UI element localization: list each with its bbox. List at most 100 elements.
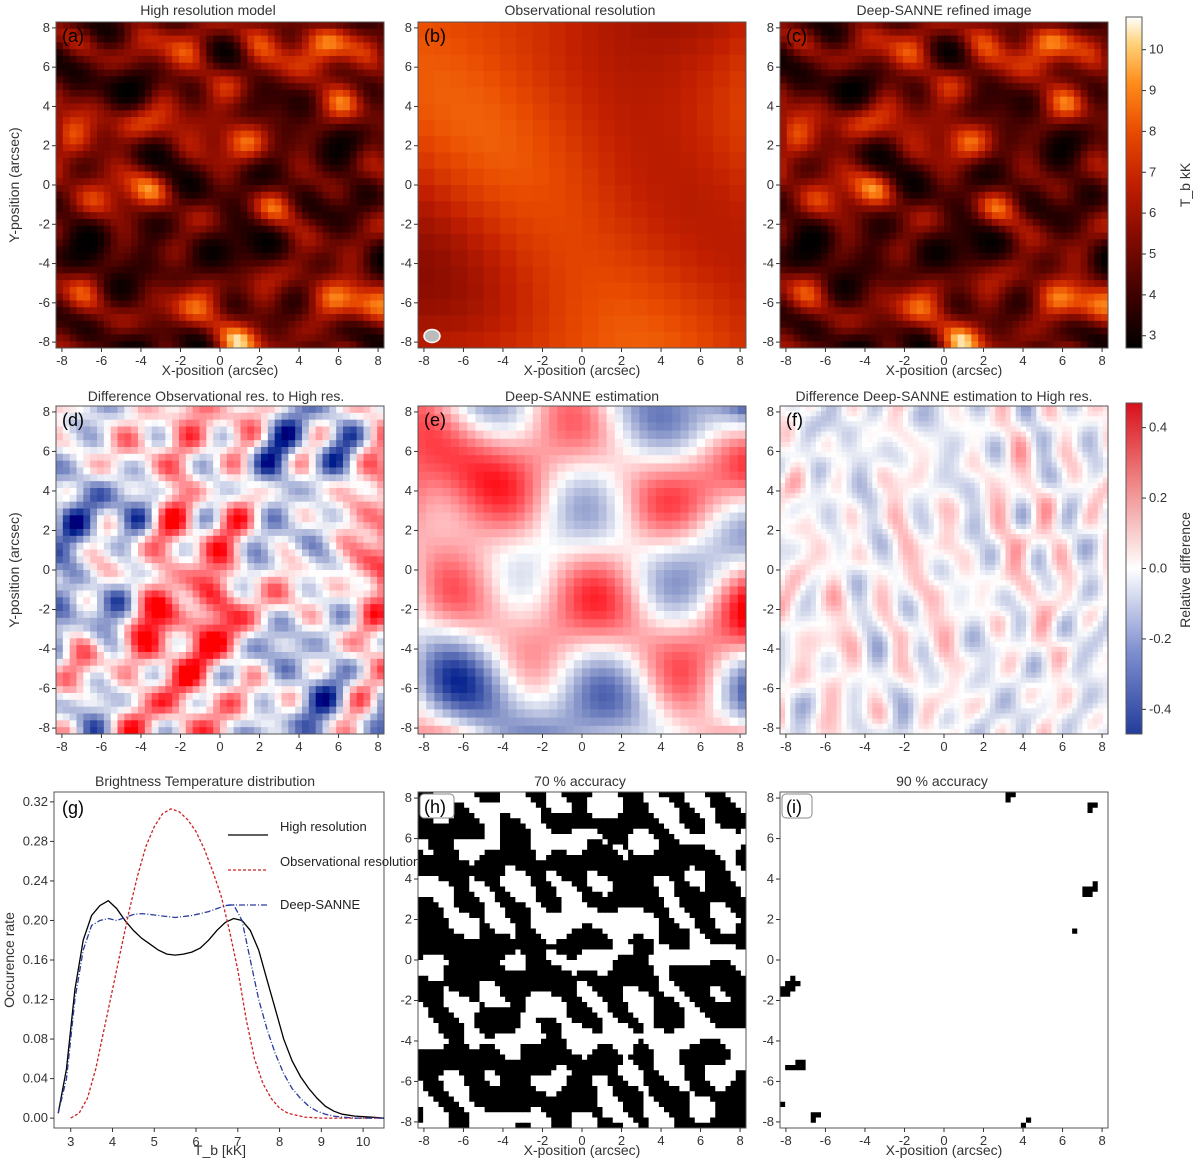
map-pixel xyxy=(282,300,289,307)
map-pixel xyxy=(1040,144,1047,151)
map-pixel xyxy=(1019,70,1026,77)
map-pixel xyxy=(821,219,828,226)
map-pixel xyxy=(883,36,890,43)
map-pixel xyxy=(343,321,350,328)
map-pixel xyxy=(883,314,890,321)
map-pixel xyxy=(876,83,883,90)
map-pixel xyxy=(1053,321,1060,328)
map-pixel xyxy=(247,328,254,335)
map-pixel xyxy=(200,76,207,83)
map-pixel xyxy=(1053,205,1060,212)
map-pixel xyxy=(261,165,268,172)
map-pixel xyxy=(275,165,282,172)
map-pixel xyxy=(364,341,371,348)
map-pixel xyxy=(1033,267,1040,274)
map-pixel xyxy=(958,42,965,49)
map-pixel xyxy=(77,83,84,90)
map-pixel xyxy=(794,273,801,280)
map-pixel xyxy=(302,117,309,124)
map-pixel xyxy=(364,192,371,199)
map-pixel xyxy=(937,294,944,301)
map-pixel xyxy=(124,253,131,260)
map-pixel xyxy=(855,273,862,280)
map-pixel xyxy=(1067,192,1074,199)
map-pixel xyxy=(835,226,842,233)
map-pixel xyxy=(794,178,801,185)
map-pixel xyxy=(917,49,924,56)
map-pixel xyxy=(889,212,896,219)
map-pixel xyxy=(206,56,213,63)
map-pixel xyxy=(145,70,152,77)
map-pixel xyxy=(828,178,835,185)
map-pixel xyxy=(90,341,97,348)
map-pixel xyxy=(282,97,289,104)
map-pixel xyxy=(97,328,104,335)
map-pixel xyxy=(83,124,90,131)
map-pixel xyxy=(336,253,343,260)
map-pixel xyxy=(370,117,377,124)
map-pixel xyxy=(213,267,220,274)
map-pixel xyxy=(124,287,131,294)
map-pixel xyxy=(821,294,828,301)
map-pixel xyxy=(855,253,862,260)
map-pixel xyxy=(467,104,484,121)
map-pixel xyxy=(350,83,357,90)
map-pixel xyxy=(801,151,808,158)
map-pixel xyxy=(309,273,316,280)
map-pixel xyxy=(549,87,566,104)
map-pixel xyxy=(213,199,220,206)
map-pixel xyxy=(1053,63,1060,70)
map-pixel xyxy=(1012,239,1019,246)
map-pixel xyxy=(598,136,615,153)
map-pixel xyxy=(159,212,166,219)
map-pixel xyxy=(1026,70,1033,77)
map-pixel xyxy=(179,49,186,56)
map-pixel xyxy=(937,165,944,172)
map-pixel xyxy=(336,239,343,246)
map-pixel xyxy=(370,90,377,97)
map-pixel xyxy=(275,321,282,328)
map-pixel xyxy=(992,260,999,267)
map-pixel xyxy=(295,267,302,274)
map-pixel xyxy=(63,205,70,212)
map-pixel xyxy=(138,273,145,280)
map-pixel xyxy=(910,280,917,287)
map-pixel xyxy=(70,151,77,158)
map-pixel xyxy=(288,334,295,341)
map-pixel xyxy=(179,246,186,253)
map-pixel xyxy=(138,76,145,83)
map-pixel xyxy=(309,314,316,321)
map-pixel xyxy=(111,29,118,36)
map-pixel xyxy=(90,110,97,117)
map-pixel xyxy=(350,300,357,307)
map-pixel xyxy=(282,110,289,117)
map-pixel xyxy=(152,151,159,158)
map-pixel xyxy=(1012,117,1019,124)
map-pixel xyxy=(90,294,97,301)
map-pixel xyxy=(377,49,384,56)
map-pixel xyxy=(814,314,821,321)
map-pixel xyxy=(234,212,241,219)
map-pixel xyxy=(801,307,808,314)
map-pixel xyxy=(958,246,965,253)
map-pixel xyxy=(131,314,138,321)
map-pixel xyxy=(316,63,323,70)
map-pixel xyxy=(835,70,842,77)
map-pixel xyxy=(944,321,951,328)
map-pixel xyxy=(828,90,835,97)
map-pixel xyxy=(944,56,951,63)
map-pixel xyxy=(697,136,714,153)
map-pixel xyxy=(56,226,63,233)
map-pixel xyxy=(848,49,855,56)
map-pixel xyxy=(876,22,883,29)
map-pixel xyxy=(664,104,681,121)
map-pixel xyxy=(124,267,131,274)
map-pixel xyxy=(1047,192,1054,199)
map-pixel xyxy=(316,76,323,83)
panel-a: High resolution model (a) -8-8-6-6-4-4-2… xyxy=(6,2,384,378)
map-pixel xyxy=(254,63,261,70)
map-pixel xyxy=(958,321,965,328)
map-pixel xyxy=(1012,22,1019,29)
map-pixel xyxy=(206,199,213,206)
map-pixel xyxy=(985,56,992,63)
